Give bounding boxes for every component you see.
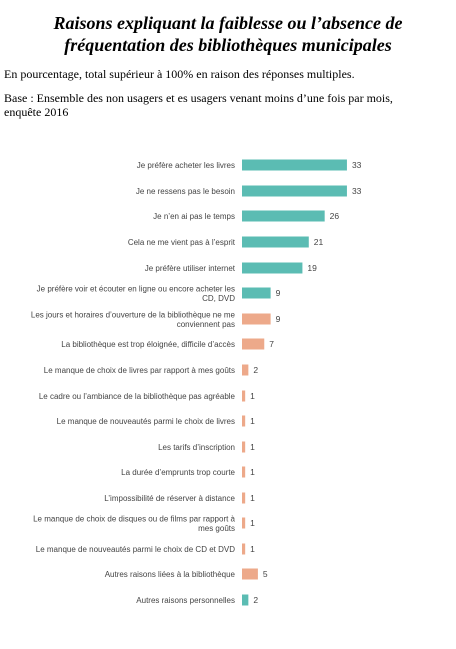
chart-title: Raisons expliquant la faiblesse ou l’abs… [0,12,456,56]
bar [242,210,325,222]
category-label: Les tarifs d’inscription [158,443,235,452]
bar [242,159,347,171]
category-label: Le manque de choix de disques ou de film… [33,514,235,523]
bar [242,466,246,478]
category-label: Je ne ressens pas le besoin [136,187,235,196]
bar-value-label: 1 [250,518,255,528]
category-label: Les jours et horaires d’ouverture de la … [31,310,236,319]
category-label: Je préfère voir et écouter en ligne ou e… [37,284,235,293]
bar-value-label: 1 [250,442,255,452]
bar-value-label: 1 [250,416,255,426]
bar-value-label: 1 [250,544,255,554]
bar-value-label: 26 [330,211,340,221]
bar [242,441,246,453]
category-label: conviennent pas [177,320,235,329]
chart-title-line-2: fréquentation des bibliothèques municipa… [64,35,392,55]
bar [242,364,249,376]
category-label: L’impossibilité de réserver à distance [104,494,235,503]
bar [242,313,271,325]
bar-value-label: 9 [276,314,281,324]
bar-value-label: 2 [253,595,258,605]
category-label: Je préfère utiliser internet [145,264,236,273]
bar-value-label: 33 [352,160,362,170]
bar-value-label: 21 [314,237,324,247]
bar-value-label: 1 [250,467,255,477]
bar [242,236,309,248]
bar [242,594,249,606]
bar-value-label: 2 [253,365,258,375]
bar [242,338,265,350]
category-label: Le manque de nouveautés parmi le choix d… [36,545,235,554]
chart-title-line-1: Raisons expliquant la faiblesse ou l’abs… [53,13,403,33]
bar [242,287,271,299]
category-label: Autres raisons liées à la bibliothèque [105,570,236,579]
category-label: Je n’en ai pas le temps [153,212,235,221]
bar-value-label: 7 [269,339,274,349]
bar [242,568,258,580]
bar-value-label: 1 [250,493,255,503]
bar [242,415,246,427]
category-label: Autres raisons personnelles [136,596,235,605]
bar-value-label: 9 [276,288,281,298]
category-label: Je préfère acheter les livres [137,161,235,170]
category-label: Le manque de nouveautés parmi le choix d… [57,417,235,426]
bar [242,543,246,555]
category-label: mes goûts [198,524,235,533]
category-label: La bibliothèque est trop éloignée, diffi… [61,340,235,349]
bar-value-label: 1 [250,391,255,401]
category-label: CD, DVD [202,294,235,303]
category-label: Le cadre ou l’ambiance de la bibliothèqu… [39,392,236,401]
bar [242,185,347,197]
bar [242,262,303,274]
chart-subtitle: En pourcentage, total supérieur à 100% e… [4,67,355,81]
bar-value-label: 33 [352,186,362,196]
bar-value-label: 19 [307,263,317,273]
bar-value-label: 5 [263,569,268,579]
category-label: Cela ne me vient pas à l’esprit [128,238,236,247]
bar [242,517,246,529]
bar [242,390,246,402]
category-label: Le manque de choix de livres par rapport… [44,366,235,375]
chart-base-note: Base : Ensemble des non usagers et es us… [4,91,393,119]
bar [242,492,246,504]
category-label: La durée d’emprunts trop courte [121,468,235,477]
